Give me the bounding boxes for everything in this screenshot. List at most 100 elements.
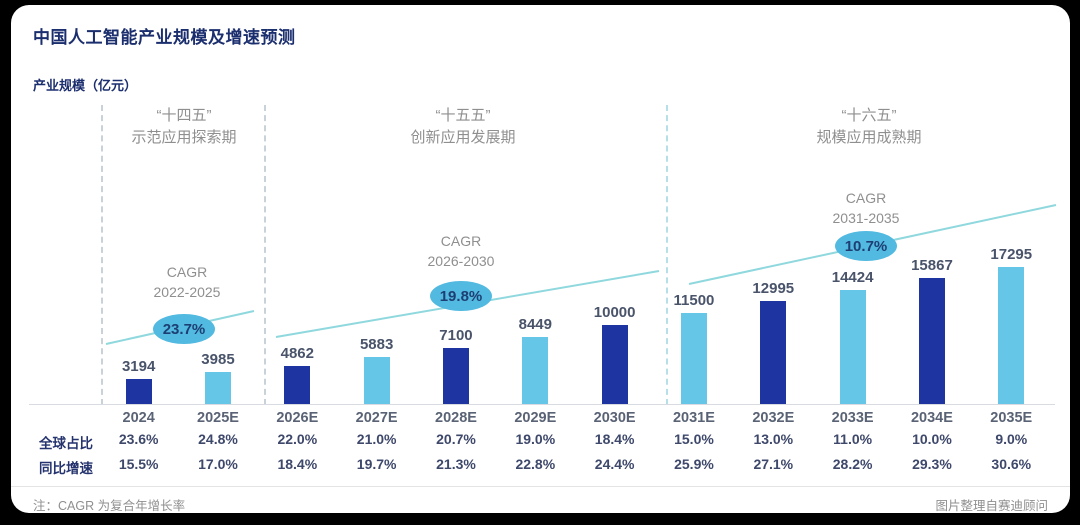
period-desc: 示范应用探索期 xyxy=(131,129,237,146)
bar-value-label: 10000 xyxy=(593,303,636,321)
global-share-value: 18.4% xyxy=(594,431,635,447)
bar-column: 8449 xyxy=(496,235,575,404)
cagr-label-1: CAGR 2022-2025 xyxy=(77,262,297,302)
year-label: 2029E xyxy=(514,410,557,426)
yoy-growth-row: 15.5% 17.0% 18.4% 19.7% 21.3% 22.8% 24.4% 25.9%… xyxy=(99,456,1051,472)
year-label: 2026E xyxy=(276,410,319,426)
bar-column: 17295 xyxy=(972,235,1051,404)
chart-title: 中国人工智能产业规模及增速预测 xyxy=(33,28,296,47)
cagr-range: 2022-2025 xyxy=(153,284,221,300)
bar-value-label: 8449 xyxy=(518,316,552,334)
bar-value-label: 12995 xyxy=(752,280,795,298)
global-share-row: 23.6% 24.8% 22.0% 21.0% 20.7% 19.0% 18.4% 15.0%… xyxy=(99,431,1051,447)
bar-column: 10000 xyxy=(575,235,654,404)
global-share-value: 19.0% xyxy=(515,431,556,447)
global-share-value: 9.0% xyxy=(995,431,1028,447)
period-desc: 创新应用发展期 xyxy=(410,129,516,146)
bar-value-label: 14424 xyxy=(831,268,874,286)
global-share-value: 24.8% xyxy=(198,431,238,447)
yoy-growth-value: 30.6% xyxy=(991,456,1032,472)
year-label: 2030E xyxy=(593,410,636,426)
yoy-growth-value: 17.0% xyxy=(198,456,238,472)
global-share-value: 15.0% xyxy=(674,431,714,447)
chart-card: 中国人工智能产业规模及增速预测 产业规模（亿元） “十四五” 示范应用探索期 “… xyxy=(11,5,1070,513)
bar-column: 5883 xyxy=(337,235,416,404)
bar xyxy=(363,357,390,404)
bar xyxy=(760,301,787,404)
year-label: 2027E xyxy=(355,410,398,426)
bar xyxy=(680,312,707,404)
year-label: 2034E xyxy=(910,410,953,426)
yoy-growth-value: 29.3% xyxy=(912,456,952,472)
global-share-value: 10.0% xyxy=(912,431,952,447)
year-label-row: 2024 2025E 2026E 2027E 2028E 2029E 2030E 2031E 2… xyxy=(99,410,1051,426)
bar xyxy=(522,337,549,404)
cagr-bubble-1: 23.7% xyxy=(153,314,215,344)
period-header-1: “十四五” 示范应用探索期 xyxy=(74,105,294,149)
cagr-bubble-2: 19.8% xyxy=(430,281,492,311)
yoy-growth-value: 24.4% xyxy=(594,456,635,472)
yoy-growth-value: 28.2% xyxy=(832,456,873,472)
global-share-value: 23.6% xyxy=(118,431,159,447)
bar-value-label: 3194 xyxy=(121,357,156,375)
year-label: 2024 xyxy=(122,410,155,426)
cagr-label-2: CAGR 2026-2030 xyxy=(351,231,571,271)
bar-value-label: 15867 xyxy=(911,257,953,275)
period-name: “十六五” xyxy=(841,107,897,124)
bar-column: 11500 xyxy=(654,235,733,404)
period-separator-1 xyxy=(101,105,103,405)
bar xyxy=(125,378,152,404)
footnote: 注：CAGR 为复合年增长率 xyxy=(33,499,186,513)
bar xyxy=(998,267,1025,404)
cagr-bubble-3: 10.7% xyxy=(835,231,897,261)
cagr-range: 2026-2030 xyxy=(427,253,495,269)
bar xyxy=(918,278,945,404)
bar-value-label: 4862 xyxy=(280,344,314,362)
period-separator-2 xyxy=(264,105,266,405)
bar-column: 14424 xyxy=(813,235,892,404)
period-header-3: “十六五” 规模应用成熟期 xyxy=(759,105,979,149)
bar xyxy=(442,347,469,404)
global-share-value: 20.7% xyxy=(436,431,476,447)
bar-column: 4862 xyxy=(258,235,337,404)
share-row-label: 全球占比 xyxy=(39,436,93,451)
yoy-row-label: 同比增速 xyxy=(39,461,93,476)
bar-column: 7100 xyxy=(416,235,495,404)
bar-column: 3194 xyxy=(99,235,178,404)
bar-value-label: 5883 xyxy=(359,336,394,354)
cagr-title: CAGR xyxy=(845,190,887,206)
bar-column: 3985 xyxy=(178,235,257,404)
x-axis-line xyxy=(29,404,1055,405)
cagr-title: CAGR xyxy=(166,264,208,280)
global-share-value: 21.0% xyxy=(356,431,397,447)
period-header-2: “十五五” 创新应用发展期 xyxy=(353,105,573,149)
year-label: 2035E xyxy=(990,410,1033,426)
bar-column: 12995 xyxy=(734,235,813,404)
yoy-growth-value: 22.8% xyxy=(515,456,556,472)
year-label: 2025E xyxy=(197,410,239,426)
source-credit: 图片整理自赛迪顾问 xyxy=(935,499,1048,513)
bar xyxy=(839,289,866,404)
cagr-title: CAGR xyxy=(440,233,482,249)
global-share-value: 22.0% xyxy=(277,431,318,447)
yoy-growth-value: 21.3% xyxy=(436,456,476,472)
year-label: 2028E xyxy=(435,410,477,426)
bar-value-label: 3985 xyxy=(201,351,235,369)
bar xyxy=(601,324,628,404)
bar xyxy=(204,372,231,404)
yoy-growth-value: 18.4% xyxy=(277,456,318,472)
period-name: “十四五” xyxy=(156,107,212,124)
global-share-value: 13.0% xyxy=(753,431,794,447)
bar-columns: 3194 3985 4862 5883 7100 8449 10000 11500 12995 1… xyxy=(99,235,1051,404)
y-axis-label: 产业规模（亿元） xyxy=(33,78,138,93)
year-label: 2033E xyxy=(831,410,874,426)
period-name: “十五五” xyxy=(435,107,491,124)
global-share-value: 11.0% xyxy=(833,431,873,447)
bar-column: 15867 xyxy=(892,235,971,404)
yoy-growth-value: 25.9% xyxy=(674,456,714,472)
yoy-growth-value: 15.5% xyxy=(118,456,159,472)
period-desc: 规模应用成熟期 xyxy=(816,129,922,146)
bar xyxy=(284,365,311,404)
bar-value-label: 7100 xyxy=(439,326,473,344)
footer-divider xyxy=(11,486,1070,487)
